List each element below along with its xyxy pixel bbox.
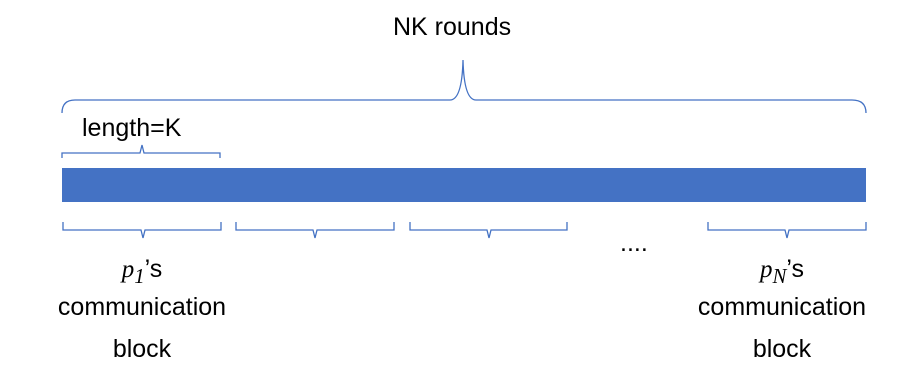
nk-rounds-label: NK rounds	[393, 13, 512, 41]
block-n-line3: block	[752, 335, 812, 363]
block-1-sub: 1	[134, 264, 145, 288]
block-n-line2: communication	[697, 293, 867, 321]
block-brace-1	[62, 222, 222, 239]
block-n-var: p	[759, 256, 773, 283]
length-label: length=K	[82, 114, 182, 142]
ellipsis-label: ....	[620, 229, 648, 257]
timeline-bar	[62, 168, 866, 202]
block-1-label: p1’s	[22, 254, 262, 291]
block-n-label: pN’s	[662, 254, 902, 291]
block-n-sub: N	[772, 264, 787, 288]
block-1-line3: block	[112, 335, 172, 363]
total-rounds-brace	[61, 59, 867, 114]
block-brace-2	[235, 222, 395, 239]
block-1-suffix: ’s	[144, 255, 163, 283]
block-1-var: p	[121, 256, 135, 283]
length-brace	[61, 144, 221, 158]
block-brace-3	[409, 222, 568, 239]
block-n-suffix: ’s	[786, 255, 804, 283]
block-brace-n	[707, 222, 867, 239]
block-1-line2: communication	[57, 293, 227, 321]
